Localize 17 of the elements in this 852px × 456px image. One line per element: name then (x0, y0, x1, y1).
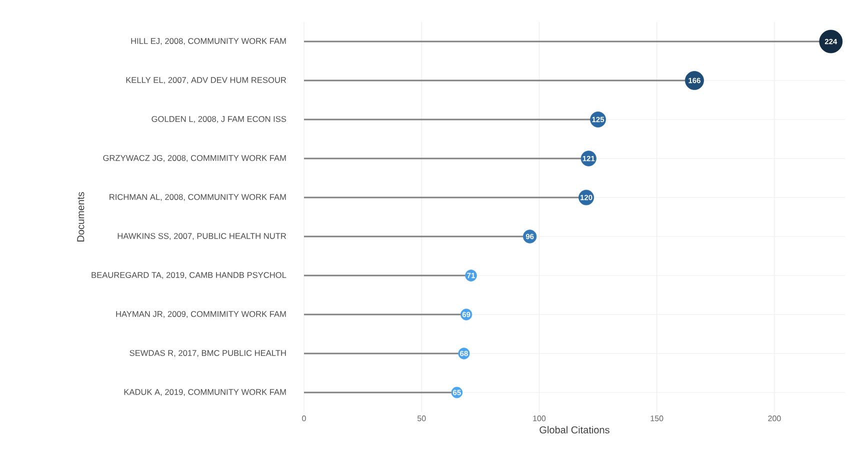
y-tick-label: SEWDAS R, 2017, BMC PUBLIC HEALTH (130, 350, 286, 357)
y-axis-title: Documents (77, 192, 84, 242)
x-tick-label: 150 (650, 416, 664, 422)
x-tick-label: 0 (302, 416, 306, 422)
y-tick-label: BEAUREGARD TA, 2019, CAMB HANDB PSYCHOL (92, 272, 286, 279)
y-tick-label: HILL EJ, 2008, COMMUNITY WORK FAM (131, 38, 286, 45)
x-axis-title: Global Citations (540, 426, 610, 434)
y-tick-label: KADUK A, 2019, COMMUNITY WORK FAM (124, 389, 286, 396)
y-tick-label: GOLDEN L, 2008, J FAM ECON ISS (152, 116, 286, 123)
y-tick-label: HAWKINS SS, 2007, PUBLIC HEALTH NUTR (118, 233, 286, 240)
x-tick-label: 100 (533, 416, 546, 422)
y-tick-label: HAYMAN JR, 2009, COMMIMITY WORK FAM (116, 311, 286, 318)
x-tick-label: 50 (417, 416, 426, 422)
x-tick-label: 200 (768, 416, 781, 422)
y-tick-label: RICHMAN AL, 2008, COMMUNITY WORK FAM (110, 194, 286, 201)
y-tick-label: GRZYWACZ JG, 2008, COMMIMITY WORK FAM (103, 155, 286, 162)
y-tick-label: KELLY EL, 2007, ADV DEV HUM RESOUR (126, 77, 286, 84)
